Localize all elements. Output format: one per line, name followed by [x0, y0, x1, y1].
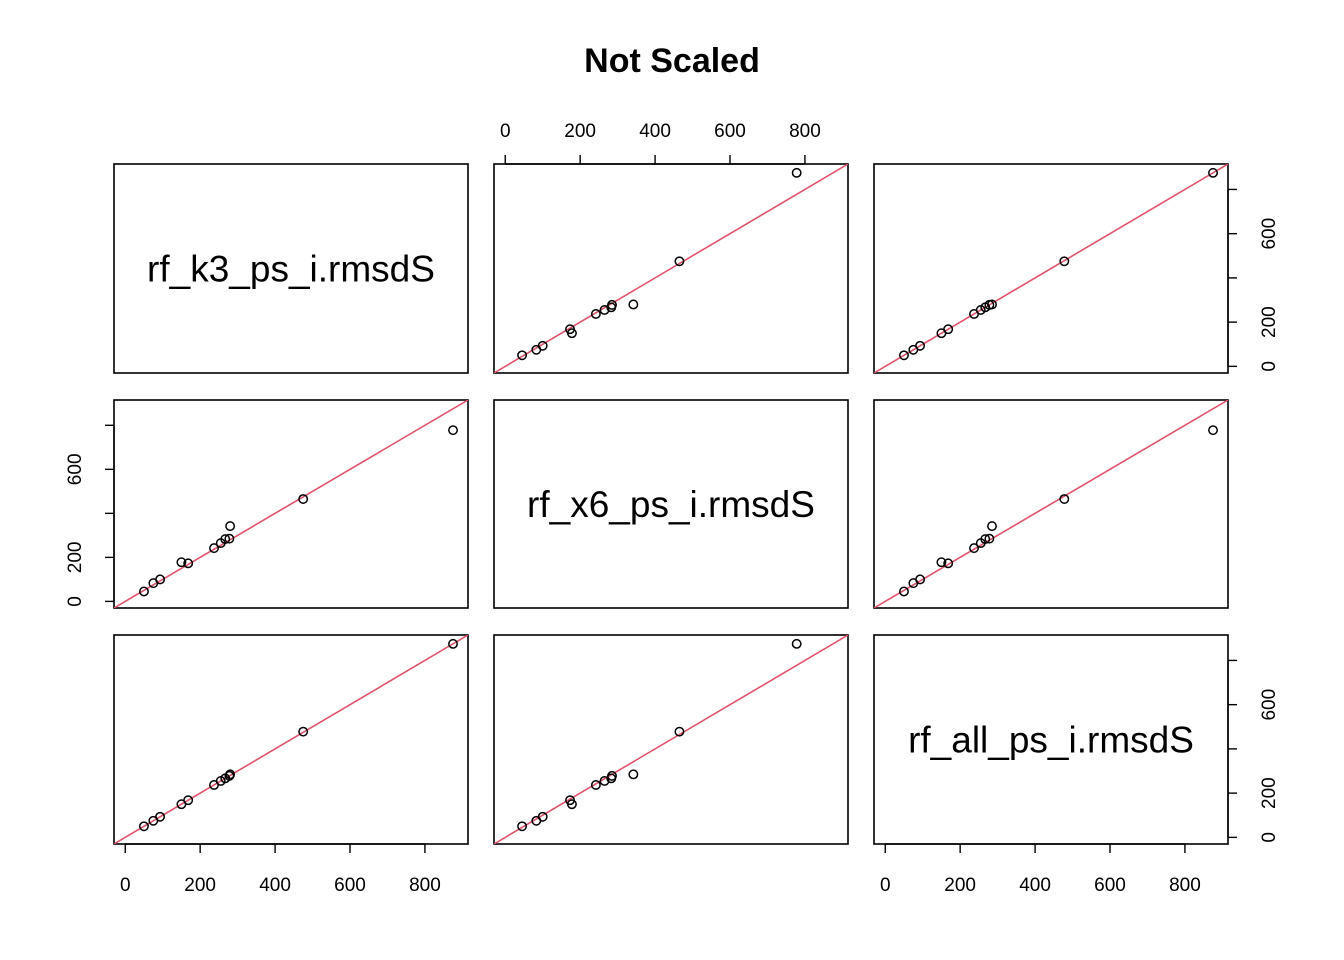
data-point [1059, 256, 1070, 267]
data-point [220, 534, 231, 545]
y-tick-label: 0 [65, 596, 86, 607]
data-point [628, 299, 639, 310]
data-point [155, 811, 166, 822]
data-point [791, 638, 802, 649]
x-tick-label: 0 [120, 875, 131, 896]
x-tick-label: 200 [944, 875, 976, 896]
data-point [225, 521, 236, 532]
data-point [590, 779, 601, 790]
y-tick-label: 200 [1259, 306, 1280, 338]
reference-line [114, 400, 468, 608]
y-tick-label: 0 [1259, 832, 1280, 843]
data-point [943, 324, 954, 335]
data-point [565, 324, 575, 335]
x-tick-label: 400 [639, 121, 671, 142]
y-tick-label: 600 [65, 453, 86, 485]
panel-1-1 [113, 163, 469, 374]
data-point [517, 350, 528, 361]
x-tick-label: 800 [409, 875, 441, 896]
data-point [987, 521, 997, 532]
panel-2-2 [493, 399, 849, 609]
data-point [1208, 425, 1218, 436]
data-point [448, 425, 458, 436]
data-point [448, 638, 458, 649]
x-tick-label: 0 [500, 121, 511, 142]
data-point [1208, 167, 1218, 178]
x-tick-label: 600 [1094, 875, 1126, 896]
x-tick-label: 800 [1169, 875, 1201, 896]
data-point [517, 821, 528, 832]
chart-title: Not Scaled [584, 42, 760, 80]
data-point [969, 543, 979, 554]
data-point [1059, 494, 1070, 504]
variable-label: rf_all_ps_i.rmsdS [908, 720, 1194, 761]
data-point [607, 770, 617, 781]
data-point [628, 769, 639, 780]
data-point [139, 821, 149, 832]
x-tick-label: 600 [334, 875, 366, 896]
x-tick-label: 800 [789, 121, 821, 142]
panel-grid: rf_k3_ps_i.rmsdS rf_x6_ps_i.rmsdS rf_all_p… [65, 121, 1280, 896]
reference-line [494, 635, 848, 844]
x-tick-label: 200 [564, 121, 596, 142]
x-tick-label: 600 [714, 121, 746, 142]
data-point [176, 557, 187, 568]
data-point [674, 726, 685, 737]
data-point [537, 811, 548, 822]
y-tick-label: 200 [1259, 777, 1280, 809]
y-tick-label: 200 [65, 542, 86, 574]
data-point [225, 769, 236, 780]
y-tick-label: 0 [1259, 361, 1280, 372]
data-point [183, 795, 194, 806]
data-point [537, 340, 548, 351]
x-tick-label: 200 [184, 875, 216, 896]
data-point [899, 350, 909, 361]
panel-2-3 [873, 399, 1229, 609]
data-point [674, 256, 685, 267]
panel-3-2 [493, 634, 849, 845]
y-tick-label: 600 [1259, 218, 1280, 250]
data-point [298, 494, 309, 504]
data-point [936, 557, 947, 568]
data-point [298, 726, 309, 737]
x-tick-label: 400 [259, 875, 291, 896]
x-tick-label: 0 [880, 875, 891, 896]
data-point [943, 558, 954, 569]
reference-line [874, 164, 1228, 373]
y-tick-label: 600 [1259, 689, 1280, 721]
data-point [209, 543, 219, 554]
data-point [565, 795, 575, 806]
reference-line [114, 635, 468, 844]
data-point [607, 299, 617, 310]
reference-line [874, 400, 1228, 608]
data-point [984, 533, 995, 544]
variable-label: rf_x6_ps_i.rmsdS [527, 484, 815, 525]
data-point [791, 167, 802, 178]
data-point [987, 299, 997, 310]
data-point [915, 574, 926, 585]
data-point [915, 340, 926, 351]
data-point [590, 308, 601, 319]
data-point [980, 534, 991, 545]
data-point [183, 558, 194, 569]
data-point [899, 586, 909, 597]
variable-label: rf_k3_ps_i.rmsdS [147, 249, 435, 290]
data-point [139, 586, 149, 597]
data-point [155, 574, 166, 585]
data-point [224, 533, 235, 544]
x-tick-label: 400 [1019, 875, 1051, 896]
reference-line [494, 164, 848, 373]
